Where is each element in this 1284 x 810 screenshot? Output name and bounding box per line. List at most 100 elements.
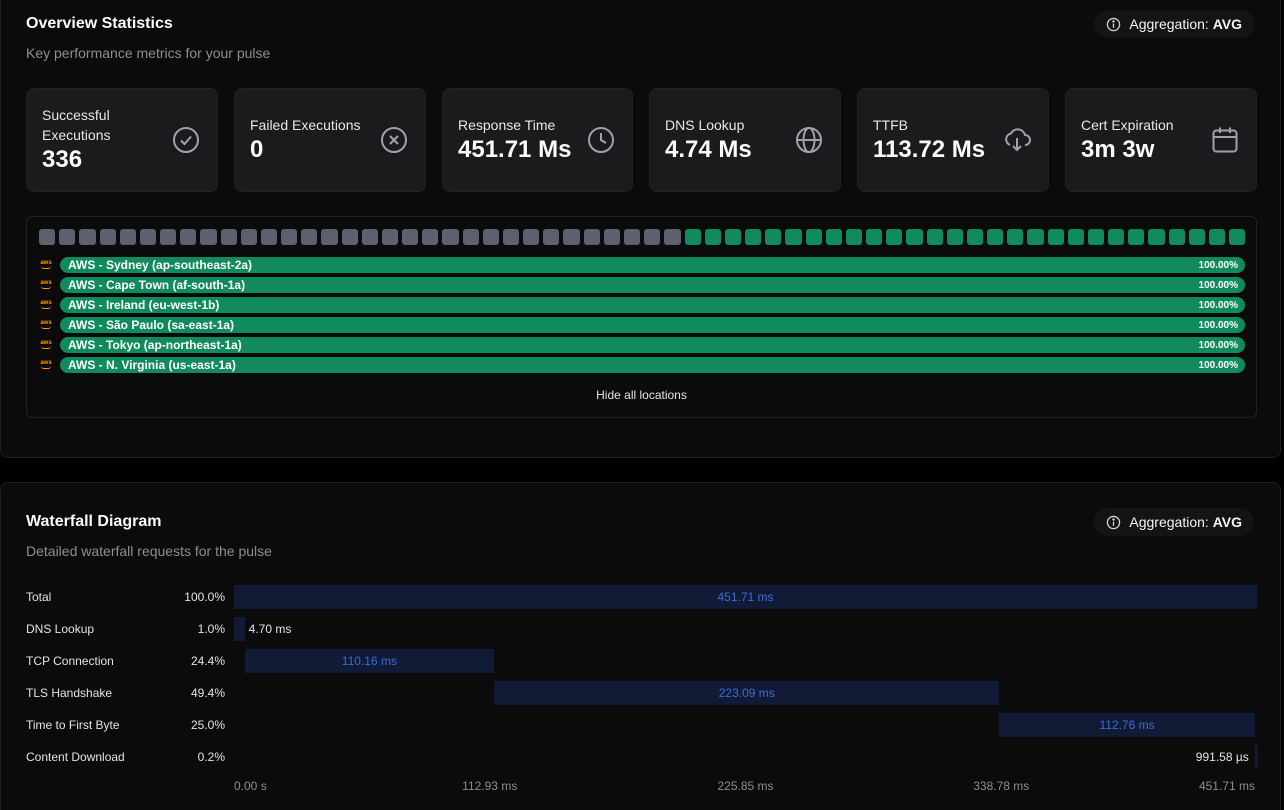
uptime-tick[interactable]	[603, 229, 620, 245]
waterfall-bar[interactable]	[1254, 745, 1258, 769]
aggregation-chip[interactable]: Aggregation: AVG	[1094, 10, 1254, 38]
waterfall-axis-tick: 338.78 ms	[973, 779, 1030, 793]
uptime-tick[interactable]	[926, 229, 943, 245]
hide-locations-button[interactable]: Hide all locations	[596, 388, 687, 402]
location-row[interactable]: aws AWS - N. Virginia (us-east-1a) 100.00%	[39, 357, 1245, 373]
uptime-tick[interactable]	[1007, 229, 1024, 245]
uptime-tick[interactable]	[260, 229, 278, 245]
waterfall-bar[interactable]	[234, 585, 1257, 609]
stat-label: Successful Executions	[42, 107, 111, 143]
aggregation-value: AVG	[1212, 16, 1242, 32]
aws-logo-icon: aws	[39, 260, 53, 270]
waterfall-duration: 112.76 ms	[1099, 718, 1155, 732]
uptime-tick[interactable]	[946, 229, 963, 245]
uptime-tick[interactable]	[704, 229, 721, 245]
uptime-tick[interactable]	[1067, 229, 1084, 245]
uptime-tick[interactable]	[583, 229, 600, 245]
location-name: AWS - Cape Town (af-south-1a)	[68, 278, 246, 292]
waterfall-row: Total 100.0% 451.71 ms	[1, 585, 1282, 609]
uptime-tick[interactable]	[482, 229, 499, 245]
uptime-tick[interactable]	[745, 229, 762, 245]
location-row[interactable]: aws AWS - Sydney (ap-southeast-2a) 100.00%	[39, 257, 1245, 273]
uptime-tick[interactable]	[361, 229, 378, 245]
uptime-tick[interactable]	[1208, 229, 1226, 245]
uptime-tick[interactable]	[1087, 229, 1105, 245]
uptime-tick[interactable]	[523, 229, 540, 245]
waterfall-bar[interactable]	[234, 617, 245, 641]
uptime-tick[interactable]	[341, 229, 358, 245]
uptime-tick[interactable]	[805, 229, 822, 245]
uptime-tick[interactable]	[442, 229, 459, 245]
waterfall-bar[interactable]	[999, 713, 1255, 737]
location-uptime: 100.00%	[1198, 339, 1238, 351]
location-row[interactable]: aws AWS - Cape Town (af-south-1a) 100.00%	[39, 277, 1245, 293]
waterfall-duration: 110.16 ms	[341, 654, 397, 668]
uptime-tick[interactable]	[866, 229, 883, 245]
aws-logo-icon: aws	[39, 340, 53, 350]
stat-card-response-time: Response Time 451.71 Ms	[442, 88, 633, 192]
uptime-tick[interactable]	[240, 229, 257, 245]
uptime-tick[interactable]	[785, 229, 802, 245]
uptime-tick[interactable]	[1168, 229, 1185, 245]
uptime-tick[interactable]	[1128, 229, 1145, 245]
location-row[interactable]: aws AWS - São Paulo (sa-east-1a) 100.00%	[39, 317, 1245, 333]
uptime-tick[interactable]	[1229, 229, 1246, 245]
uptime-tick[interactable]	[644, 229, 661, 245]
uptime-tick[interactable]	[180, 229, 197, 245]
uptime-tick[interactable]	[39, 229, 56, 245]
location-name: AWS - N. Virginia (us-east-1a)	[68, 358, 236, 372]
location-name: AWS - Sydney (ap-southeast-2a)	[68, 258, 253, 272]
uptime-tick[interactable]	[1047, 229, 1064, 245]
uptime-tick[interactable]	[119, 229, 136, 245]
uptime-tick[interactable]	[402, 229, 419, 245]
uptime-tick[interactable]	[1188, 229, 1205, 245]
uptime-tick[interactable]	[200, 229, 217, 245]
uptime-tick[interactable]	[845, 229, 863, 245]
waterfall-phase-percent: 100.0%	[184, 590, 225, 604]
uptime-tick[interactable]	[281, 229, 298, 245]
waterfall-axis-tick: 0.00 s	[234, 779, 267, 793]
uptime-tick[interactable]	[139, 229, 157, 245]
aggregation-chip[interactable]: Aggregation: AVG	[1094, 508, 1254, 536]
uptime-tick[interactable]	[765, 229, 782, 245]
uptime-tick[interactable]	[724, 229, 742, 245]
waterfall-bar[interactable]	[494, 681, 1000, 705]
aggregation-label: Aggregation:	[1129, 514, 1209, 530]
uptime-tick[interactable]	[1148, 229, 1165, 245]
location-uptime-bar: AWS - São Paulo (sa-east-1a) 100.00%	[60, 317, 1245, 333]
stat-value: 336	[42, 146, 83, 173]
uptime-tick[interactable]	[99, 229, 116, 245]
uptime-tick[interactable]	[987, 229, 1004, 245]
uptime-tick[interactable]	[886, 229, 903, 245]
uptime-tick[interactable]	[79, 229, 96, 245]
uptime-tick[interactable]	[664, 229, 681, 245]
uptime-tick[interactable]	[906, 229, 923, 245]
location-uptime-bar: AWS - Cape Town (af-south-1a) 100.00%	[60, 277, 1245, 293]
waterfall-phase-label: TCP Connection	[26, 654, 114, 668]
location-row[interactable]: aws AWS - Tokyo (ap-northeast-1a) 100.00%	[39, 337, 1245, 353]
uptime-tick[interactable]	[502, 229, 520, 245]
uptime-tick[interactable]	[543, 229, 560, 245]
stat-value: 3m 3w	[1081, 136, 1155, 163]
uptime-tick[interactable]	[623, 229, 641, 245]
uptime-tick[interactable]	[220, 229, 237, 245]
uptime-tick[interactable]	[381, 229, 399, 245]
uptime-tick[interactable]	[684, 229, 701, 245]
uptime-tick[interactable]	[563, 229, 580, 245]
uptime-tick[interactable]	[966, 229, 984, 245]
waterfall-bar[interactable]	[244, 649, 495, 673]
uptime-tick[interactable]	[422, 229, 439, 245]
uptime-tick[interactable]	[160, 229, 177, 245]
uptime-tick[interactable]	[1027, 229, 1044, 245]
uptime-tick[interactable]	[321, 229, 338, 245]
stat-label: Response Time	[458, 117, 556, 133]
uptime-tick[interactable]	[301, 229, 318, 245]
uptime-tick[interactable]	[59, 229, 76, 245]
location-name: AWS - São Paulo (sa-east-1a)	[68, 318, 235, 332]
waterfall-phase-percent: 24.4%	[190, 654, 225, 668]
uptime-tick[interactable]	[462, 229, 479, 245]
uptime-tick[interactable]	[825, 229, 842, 245]
waterfall-phase-label: TLS Handshake	[26, 686, 113, 700]
uptime-tick[interactable]	[1108, 229, 1125, 245]
location-row[interactable]: aws AWS - Ireland (eu-west-1b) 100.00%	[39, 297, 1245, 313]
